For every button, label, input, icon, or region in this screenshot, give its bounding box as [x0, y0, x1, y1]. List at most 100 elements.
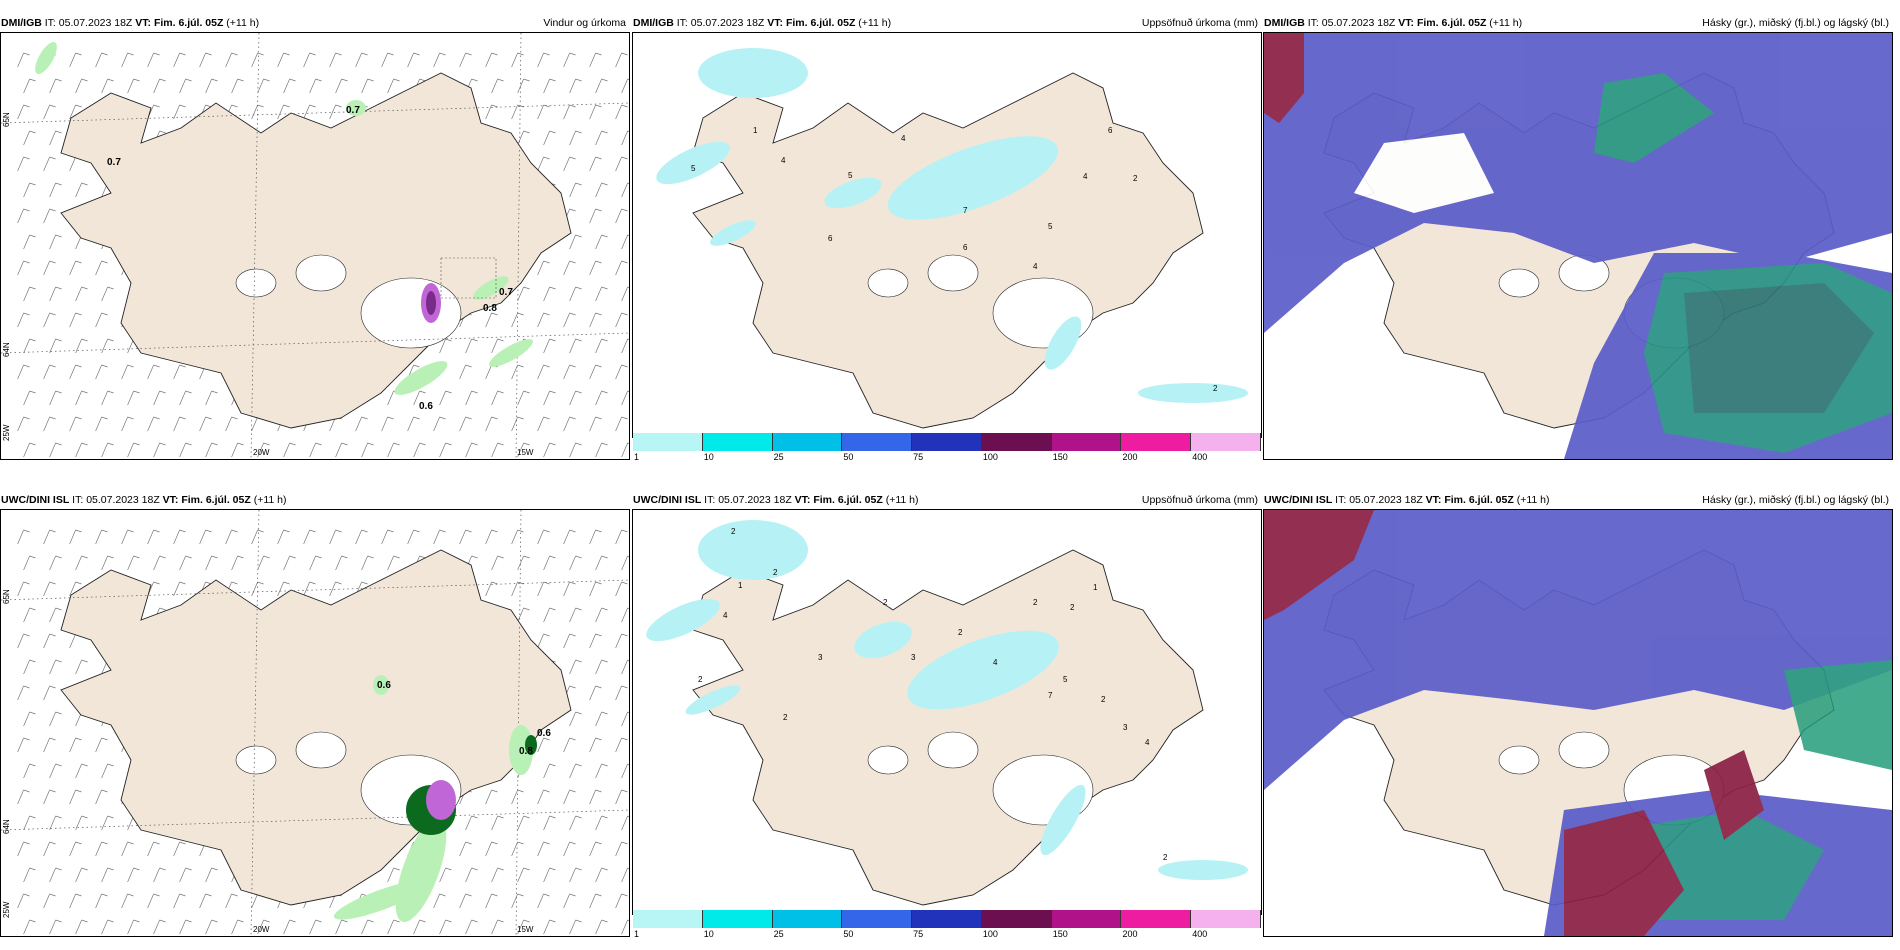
colorbar-cell: 150 [1051, 433, 1122, 462]
lead-time: (+11 h) [253, 494, 287, 506]
precip-value-label: 1 [1093, 583, 1098, 592]
colorbar-cell: 200 [1121, 433, 1192, 462]
precip-value-label: 4 [1145, 738, 1150, 747]
colorbar-cell: 50 [842, 433, 913, 462]
precip-value-label: 0.7 [346, 105, 360, 116]
init-time: 05.07.2023 18Z [1349, 494, 1423, 506]
colorbar-tick: 25 [773, 452, 784, 462]
colorbar-tick: 75 [913, 452, 924, 462]
colorbar-tick: 400 [1192, 452, 1208, 462]
precip-areas [656, 48, 1248, 403]
precip-map: 2 2 4 1 2 3 2 3 2 2 4 2 5 7 2 3 4 1 2 2 [633, 510, 1261, 914]
precip-labels: 0.7 0.7 0.7 0.8 0.6 [107, 105, 513, 412]
panel-r2-precip: UWC/DINI ISL IT: 05.07.2023 18Z VT: Fim.… [632, 491, 1262, 939]
init-time: 05.07.2023 18Z [58, 17, 133, 29]
precip-value-label: 2 [1163, 853, 1168, 862]
map-frame: 0.7 0.7 0.7 0.8 0.6 20W 15W 65N 64N 25W [0, 32, 630, 460]
cloud-map [1264, 33, 1892, 459]
precip-map: 5 4 1 6 4 7 5 4 2 6 5 6 4 2 [633, 33, 1261, 437]
colorbar-tick: 1 [634, 452, 640, 462]
colorbar-tick: 150 [1052, 929, 1068, 939]
precip-value-label: 0.8 [519, 746, 533, 757]
colorbar-cell: 1 [633, 433, 703, 462]
panel-r1-precip: DMI/IGB IT: 05.07.2023 18Z VT: Fim. 6.jú… [632, 14, 1262, 462]
precip-value-label: 6 [963, 243, 968, 252]
valid-time: Fim. 6.júl. 05Z [153, 17, 224, 29]
colorbar-cell: 10 [702, 433, 773, 462]
model-name: DMI/IGB [1264, 17, 1305, 29]
map-frame [1263, 509, 1893, 937]
precip-value-label: 2 [1213, 384, 1218, 393]
lat-lon-grid [1, 33, 629, 459]
panel-r1-wind: DMI/IGB IT: 05.07.2023 18Z VT: Fim. 6.jú… [0, 14, 630, 460]
precip-value-label: 4 [901, 134, 906, 143]
precip-areas [35, 42, 533, 395]
precip-value-label: 4 [1033, 262, 1038, 271]
lat-label: 65N [2, 589, 11, 604]
lon-label: 20W [253, 448, 270, 457]
precip-value-label: 1 [753, 126, 758, 135]
panel-header: UWC/DINI ISL IT: 05.07.2023 18Z VT: Fim.… [1263, 491, 1893, 509]
map-frame [1263, 32, 1893, 460]
precip-value-label: 3 [818, 653, 823, 662]
colorbar-tick: 400 [1192, 929, 1208, 939]
precip-value-label: 5 [848, 171, 853, 180]
precip-labels: 5 4 1 6 4 7 5 4 2 6 5 6 4 2 [691, 126, 1218, 393]
colorbar-tick: 1 [634, 929, 640, 939]
precip-value-label: 6 [1108, 126, 1113, 135]
lead-time: (+11 h) [1489, 17, 1523, 29]
colorbar-tick: 50 [843, 452, 854, 462]
panel-title: Uppsöfnuð úrkoma (mm) [1141, 494, 1258, 506]
panel-header: DMI/IGB IT: 05.07.2023 18Z VT: Fim. 6.jú… [0, 14, 630, 32]
lon-label: 25W [2, 901, 11, 918]
precip-value-label: 0.7 [107, 157, 121, 168]
map-frame: 2 2 4 1 2 3 2 3 2 2 4 2 5 7 2 3 4 1 2 2 [632, 509, 1262, 915]
init-label: IT: [704, 494, 716, 506]
colorbar-tick: 10 [703, 929, 714, 939]
precip-value-label: 2 [1033, 598, 1038, 607]
init-time: 05.07.2023 18Z [690, 17, 765, 29]
valid-label: VT: [767, 17, 784, 29]
lat-label: 64N [2, 819, 11, 834]
precip-value-label: 7 [1048, 691, 1053, 700]
model-name: UWC/DINI ISL [1264, 494, 1333, 506]
precip-value-label: 4 [1083, 172, 1088, 181]
precip-value-label: 0.6 [377, 680, 391, 691]
panel-title: Hásky (gr.), miðský (fj.bl.) og lágský (… [1702, 494, 1889, 506]
colorbar: 1 10 25 50 75 100 150 200 400 [633, 433, 1262, 462]
init-label: IT: [72, 494, 84, 506]
map-frame: 0.6 0.6 0.8 20W 15W 65N 64N 25W [0, 509, 630, 937]
colorbar-cell: 25 [772, 433, 843, 462]
precip-value-label: 5 [1048, 222, 1053, 231]
init-label: IT: [676, 17, 688, 29]
colorbar-tick: 200 [1122, 929, 1138, 939]
precip-value-label: 4 [993, 658, 998, 667]
precip-value-label: 2 [698, 675, 703, 684]
init-time: 05.07.2023 18Z [1321, 17, 1396, 29]
precip-value-label: 0.8 [483, 303, 497, 314]
panel-header: UWC/DINI ISL IT: 05.07.2023 18Z VT: Fim.… [632, 491, 1262, 509]
lead-time: (+11 h) [1516, 494, 1550, 506]
colorbar-cell: 200 [1121, 910, 1192, 939]
precip-value-label: 3 [1123, 723, 1128, 732]
precip-value-label: 2 [783, 713, 788, 722]
precip-value-label: 2 [1133, 174, 1138, 183]
valid-label: VT: [794, 494, 811, 506]
panel-title: Hásky (gr.), miðský (fj.bl.) og lágský (… [1702, 17, 1889, 29]
panel-header: DMI/IGB IT: 05.07.2023 18Z VT: Fim. 6.jú… [1263, 14, 1893, 32]
precip-value-label: 2 [773, 568, 778, 577]
cloud-map [1264, 510, 1892, 936]
panel-header: DMI/IGB IT: 05.07.2023 18Z VT: Fim. 6.jú… [632, 14, 1262, 32]
init-time: 05.07.2023 18Z [718, 494, 792, 506]
valid-label: VT: [1398, 17, 1415, 29]
colorbar-tick: 200 [1122, 452, 1138, 462]
colorbar-tick: 50 [843, 929, 854, 939]
precip-labels: 0.6 0.6 0.8 [377, 680, 551, 757]
lead-time: (+11 h) [226, 17, 260, 29]
init-label: IT: [44, 17, 56, 29]
colorbar-tick: 100 [982, 452, 998, 462]
colorbar-cell: 50 [842, 910, 913, 939]
lon-label: 15W [517, 448, 534, 457]
precip-value-label: 0.6 [419, 401, 433, 412]
colorbar-tick: 100 [982, 929, 998, 939]
